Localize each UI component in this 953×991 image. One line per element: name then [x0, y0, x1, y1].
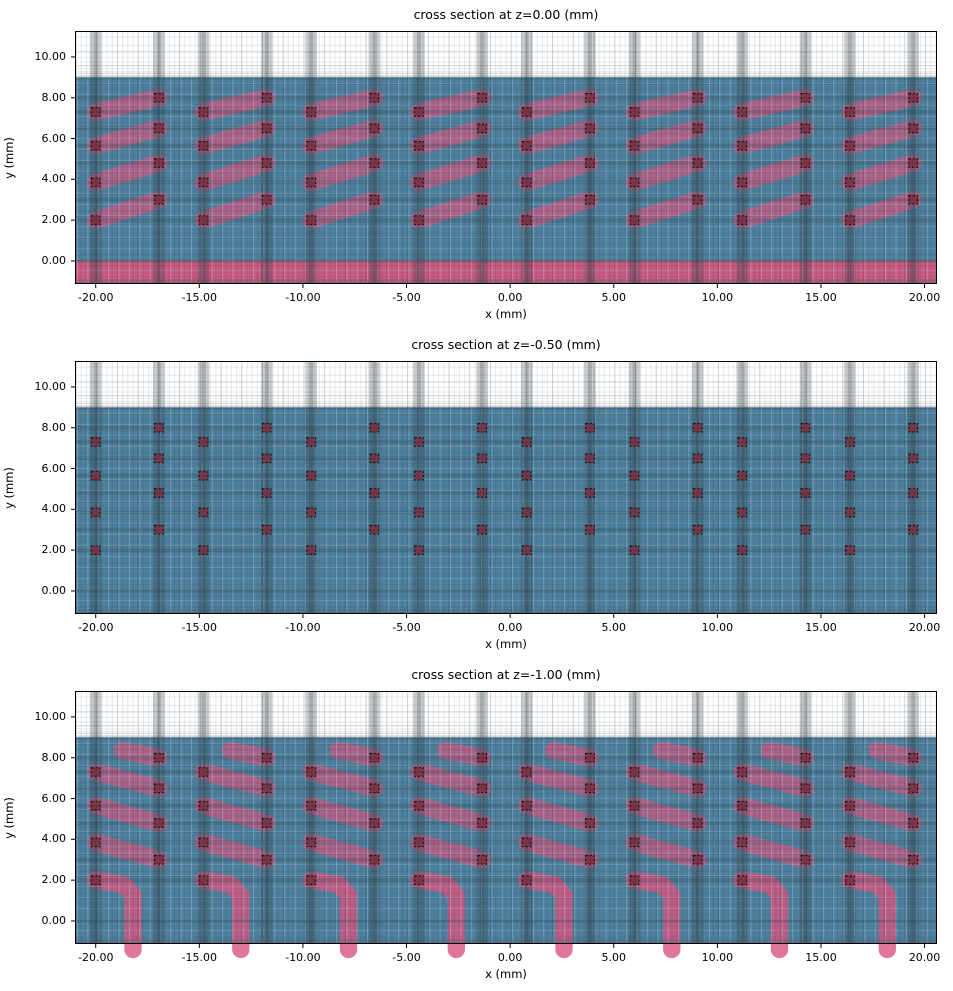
x-tick-label: 20.00 [908, 621, 941, 634]
y-tick-label: 2.00 [41, 873, 67, 887]
y-tick-label: 8.00 [41, 90, 67, 104]
subplot-2: cross section at z=-0.50 (mm) y (mm) x (… [0, 330, 953, 660]
x-tick-label: -10.00 [285, 951, 321, 964]
subplot-3-ylabel: y (mm) [0, 691, 18, 944]
subplot-1-xlabel: x (mm) [485, 307, 527, 321]
subplot-2-xlabel: x (mm) [485, 637, 527, 651]
x-tick-label: -10.00 [285, 291, 321, 304]
x-tick-label: -10.00 [285, 621, 321, 634]
y-tick-label: 10.00 [34, 709, 67, 723]
x-tick-label: 5.00 [601, 621, 627, 634]
x-tick-label: 0.00 [497, 291, 523, 304]
y-tick-label: 0.00 [41, 253, 67, 267]
x-tick-label: 15.00 [805, 621, 837, 634]
subplot-1: cross section at z=0.00 (mm) y (mm) x (m… [0, 0, 953, 330]
x-tick-label: 20.00 [908, 291, 941, 304]
y-tick-label: 6.00 [41, 461, 67, 475]
x-tick-label: 0.00 [497, 621, 523, 634]
subplot-3-xlabel: x (mm) [485, 967, 527, 981]
y-tick-label: 6.00 [41, 791, 67, 805]
y-tick-label: 2.00 [41, 543, 67, 557]
subplot-3: cross section at z=-1.00 (mm) y (mm) x (… [0, 660, 953, 990]
subplot-3-title: cross section at z=-1.00 (mm) [411, 667, 601, 682]
y-tick-label: 4.00 [41, 502, 67, 516]
y-tick-label: 10.00 [34, 49, 67, 63]
y-tick-label: 4.00 [41, 172, 67, 186]
y-tick-label: 2.00 [41, 213, 67, 227]
y-tick-label: 8.00 [41, 750, 67, 764]
x-tick-label: 5.00 [601, 951, 627, 964]
subplot-2-ylabel: y (mm) [0, 361, 18, 614]
y-tick-label: 0.00 [41, 583, 67, 597]
subplot-1-title: cross section at z=0.00 (mm) [413, 7, 599, 22]
x-tick-label: 10.00 [701, 291, 734, 304]
x-tick-label: 10.00 [701, 951, 734, 964]
x-tick-label: -20.00 [77, 951, 114, 964]
y-tick-label: 8.00 [41, 420, 67, 434]
y-tick-label: 6.00 [41, 131, 67, 145]
x-tick-label: 0.00 [497, 951, 523, 964]
x-tick-label: -5.00 [392, 291, 421, 304]
y-tick-label: 10.00 [34, 379, 67, 393]
y-tick-label: 4.00 [41, 832, 67, 846]
x-tick-label: -15.00 [181, 621, 218, 634]
x-tick-label: 10.00 [701, 621, 734, 634]
x-tick-label: -5.00 [392, 621, 421, 634]
subplot-2-title: cross section at z=-0.50 (mm) [411, 337, 601, 352]
subplot-1-canvas [71, 31, 937, 288]
x-tick-label: -15.00 [181, 291, 218, 304]
y-tick-label: 0.00 [41, 913, 67, 927]
subplot-3-canvas [71, 691, 937, 959]
x-tick-label: 15.00 [805, 291, 837, 304]
x-tick-label: -15.00 [181, 951, 218, 964]
x-tick-label: 20.00 [908, 951, 941, 964]
subplot-1-ylabel: y (mm) [0, 31, 18, 284]
subplot-2-canvas [71, 361, 937, 618]
x-tick-label: -20.00 [77, 621, 114, 634]
x-tick-label: -20.00 [77, 291, 114, 304]
x-tick-label: 5.00 [601, 291, 627, 304]
x-tick-label: 15.00 [805, 951, 837, 964]
x-tick-label: -5.00 [392, 951, 421, 964]
